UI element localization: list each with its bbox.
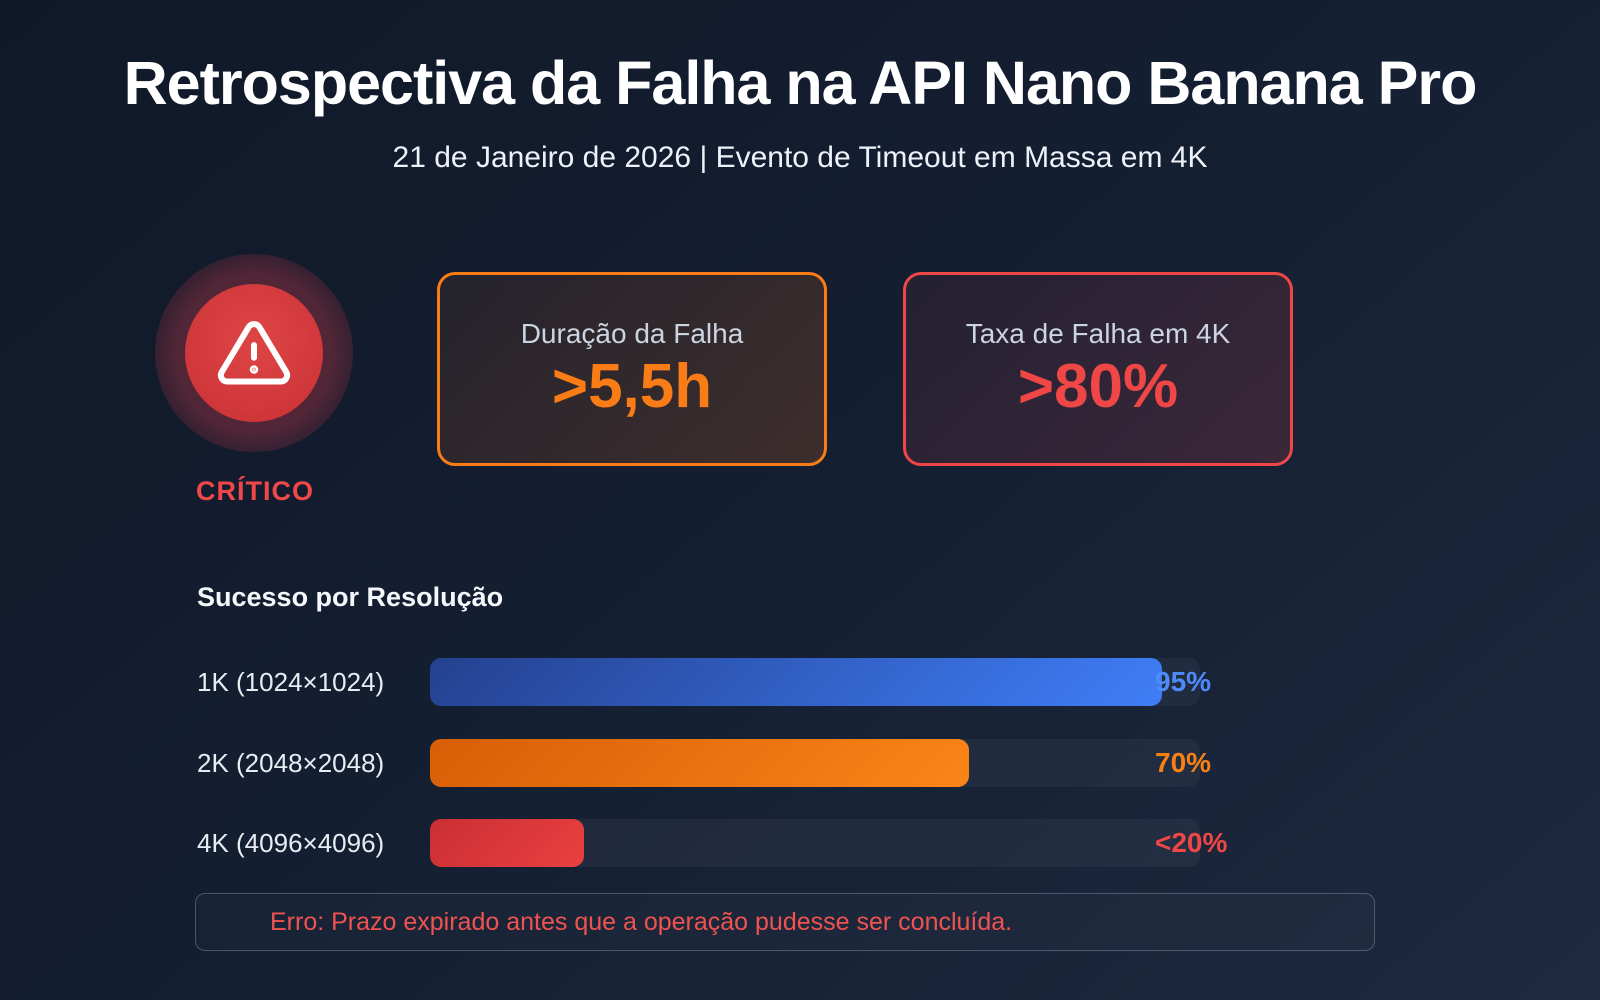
failure-rate-stat-label: Taxa de Falha em 4K (965, 318, 1231, 350)
bar-row: 4K (4096×4096) <20% (197, 819, 1477, 867)
bar-value-label: 95% (1155, 666, 1212, 697)
bar-fill-4k (430, 819, 584, 867)
bar-fill-2k (430, 739, 969, 787)
error-banner: Erro: Prazo expirado antes que a operaçã… (195, 893, 1375, 951)
bar-track (430, 819, 1200, 867)
bar-track (430, 658, 1200, 706)
status-circle (185, 284, 323, 422)
bar-category-label: 2K (2048×2048) (197, 747, 385, 778)
bar-fill-1k (430, 658, 1162, 706)
status-badge: CRÍTICO (155, 254, 355, 506)
duration-stat-label: Duração da Falha (520, 318, 744, 350)
bar-value-label: <20% (1155, 827, 1228, 858)
duration-stat-card: Duração da Falha >5,5h (437, 272, 827, 466)
bar-track (430, 739, 1200, 787)
failure-rate-stat-card: Taxa de Falha em 4K >80% (903, 272, 1293, 466)
page-subtitle: 21 de Janeiro de 2026 | Evento de Timeou… (392, 141, 1208, 174)
bar-value-label: 70% (1155, 747, 1212, 778)
bar-row: 1K (1024×1024) 95% (197, 658, 1477, 706)
page-title: Retrospectiva da Falha na API Nano Banan… (123, 49, 1478, 117)
duration-stat-value: >5,5h (551, 352, 713, 422)
failure-rate-stat-value: >80% (1017, 352, 1179, 422)
chart-title: Sucesso por Resolução (197, 582, 504, 612)
alert-triangle-icon (216, 315, 292, 391)
error-text: Erro: Prazo expirado antes que a operaçã… (270, 907, 1013, 936)
bar-category-label: 1K (1024×1024) (197, 666, 385, 697)
bar-category-label: 4K (4096×4096) (197, 827, 385, 858)
status-label: CRÍTICO (196, 476, 314, 506)
bar-row: 2K (2048×2048) 70% (197, 739, 1477, 787)
